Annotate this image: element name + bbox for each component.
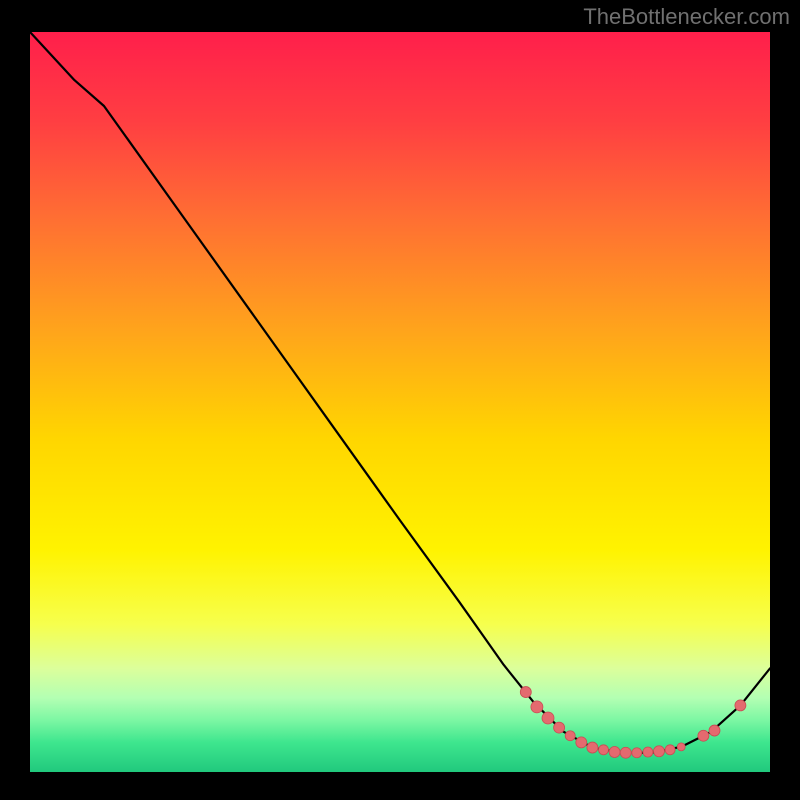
data-marker <box>620 747 631 758</box>
data-marker <box>677 743 685 751</box>
data-marker <box>520 687 531 698</box>
data-marker <box>587 742 598 753</box>
data-marker <box>542 712 554 724</box>
data-marker <box>643 747 653 757</box>
watermark-text: TheBottlenecker.com <box>583 4 790 30</box>
plot-area <box>30 32 770 772</box>
data-marker <box>735 700 746 711</box>
data-marker <box>576 737 587 748</box>
data-marker <box>709 725 720 736</box>
data-marker <box>554 722 565 733</box>
data-marker <box>665 745 675 755</box>
chart-svg <box>30 32 770 772</box>
data-marker <box>565 731 575 741</box>
data-marker <box>599 745 609 755</box>
data-marker <box>654 746 665 757</box>
curve-path <box>30 32 770 753</box>
data-marker <box>698 730 709 741</box>
data-marker <box>632 748 642 758</box>
data-marker <box>531 701 543 713</box>
data-marker <box>609 747 620 758</box>
